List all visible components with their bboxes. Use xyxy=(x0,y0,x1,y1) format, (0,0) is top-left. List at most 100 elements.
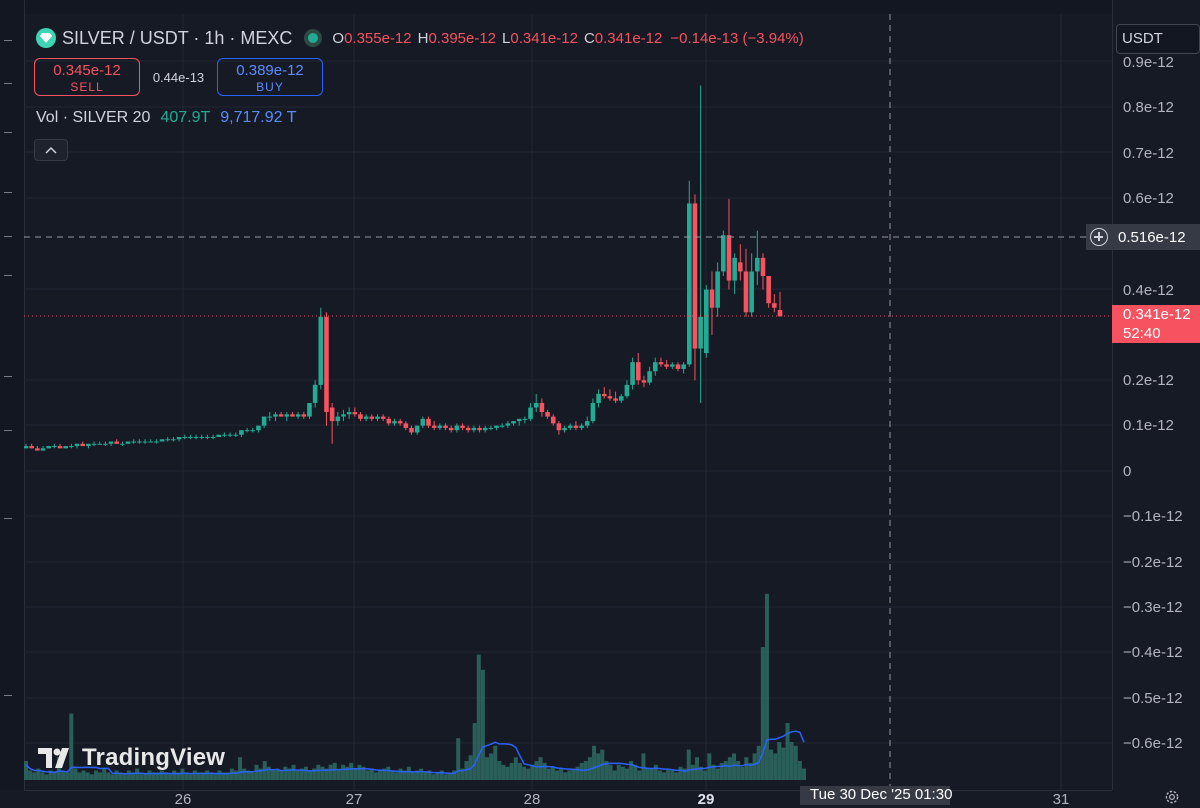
volume-bar xyxy=(509,762,514,780)
candle-body xyxy=(465,427,471,431)
volume-bar xyxy=(246,770,251,780)
volume-bar xyxy=(674,772,679,780)
candle-body xyxy=(454,425,460,431)
volume-bar xyxy=(431,774,436,780)
candle-body xyxy=(137,441,142,443)
volume-bar xyxy=(406,766,411,780)
volume-bar xyxy=(530,764,535,780)
candle-body xyxy=(732,257,737,281)
volume-bar xyxy=(151,772,156,780)
volume-bar xyxy=(242,768,247,780)
sell-price: 0.345e-12 xyxy=(53,62,121,79)
toolbar-tick[interactable] xyxy=(4,132,12,133)
volume-bar xyxy=(373,772,378,780)
candle-body xyxy=(692,203,698,349)
candle-body xyxy=(392,421,397,424)
volume-bar xyxy=(303,766,308,780)
price-scale[interactable] xyxy=(1112,0,1200,790)
candle-body xyxy=(205,436,210,438)
chevron-up-icon xyxy=(45,146,57,154)
candle-body xyxy=(738,262,743,272)
toolbar-tick[interactable] xyxy=(4,40,12,41)
volume-bar xyxy=(81,770,86,780)
symbol-legend[interactable]: SILVER / USDT · 1h · MEXC O 0.355e-12 H … xyxy=(36,27,804,49)
volume-bar xyxy=(73,768,78,780)
volume-bar xyxy=(517,762,522,780)
volume-bar xyxy=(188,774,193,780)
volume-bar xyxy=(168,774,173,780)
add-alert-plus-icon[interactable] xyxy=(1090,228,1108,246)
volume-bar xyxy=(633,764,638,780)
toolbar-tick[interactable] xyxy=(4,275,12,276)
volume-bar xyxy=(250,772,255,780)
tradingview-logo-icon xyxy=(38,748,69,768)
volume-bar xyxy=(353,768,358,780)
time-label: 26 xyxy=(174,791,192,808)
volume-bar xyxy=(205,770,210,780)
candle-body xyxy=(448,427,454,431)
candle-body xyxy=(244,430,250,432)
volume-bar xyxy=(176,772,181,780)
tradingview-logo[interactable]: TradingView xyxy=(38,744,225,772)
candle-body xyxy=(171,439,176,441)
candle-body xyxy=(120,443,125,445)
candle-body xyxy=(363,416,369,419)
buy-button[interactable]: 0.389e-12 BUY xyxy=(217,58,323,96)
volume-bar xyxy=(456,738,461,780)
candle-body xyxy=(301,414,307,417)
candle-body xyxy=(539,402,545,413)
candle-body xyxy=(704,289,709,354)
volume-bar xyxy=(229,768,234,780)
ohlc-high-value: 0.395e-12 xyxy=(428,29,497,47)
candle-body xyxy=(601,393,607,397)
candle-body xyxy=(624,384,630,397)
candle-body xyxy=(91,443,97,445)
drawing-toolbar[interactable] xyxy=(0,0,25,790)
chart-plot-area[interactable] xyxy=(24,14,1112,790)
toolbar-tick[interactable] xyxy=(4,430,12,431)
ohlc-low-value: 0.341e-12 xyxy=(510,29,578,47)
price-label: −0.2e-12 xyxy=(1123,554,1183,571)
volume-bar xyxy=(308,770,313,780)
volume-bar xyxy=(390,770,395,780)
candle-body xyxy=(482,427,488,431)
volume-bar xyxy=(299,768,304,780)
candle-body xyxy=(584,421,590,426)
volume-bar xyxy=(427,770,432,780)
grid-lines xyxy=(24,14,1112,790)
toolbar-tick[interactable] xyxy=(4,236,12,237)
toolbar-tick[interactable] xyxy=(4,695,12,696)
volume-bar xyxy=(555,770,560,780)
candle-body xyxy=(176,436,182,440)
candle-body xyxy=(505,423,511,426)
volume-bar xyxy=(727,757,732,780)
crosshair-price-label[interactable]: 0.516e-12 xyxy=(1086,224,1200,250)
candle-body xyxy=(46,446,51,449)
candle-body xyxy=(250,430,256,432)
volume-bar xyxy=(608,764,613,780)
volume-bar xyxy=(485,757,490,780)
toolbar-tick[interactable] xyxy=(4,376,12,377)
candle-body xyxy=(63,446,68,449)
toolbar-tick[interactable] xyxy=(4,83,12,84)
volume-bar xyxy=(690,764,695,780)
sell-button[interactable]: 0.345e-12 SELL xyxy=(34,58,140,96)
candle-body xyxy=(488,427,494,429)
toolbar-tick[interactable] xyxy=(4,518,12,519)
tradingview-wordmark: TradingView xyxy=(82,744,226,771)
volume-bar xyxy=(114,770,119,780)
volume-bar xyxy=(118,772,123,780)
volume-bar xyxy=(131,772,136,780)
candle-body xyxy=(267,416,273,418)
candle-body xyxy=(431,425,437,428)
gear-icon[interactable] xyxy=(1162,789,1182,805)
volume-bar xyxy=(340,764,345,780)
symbol-title[interactable]: SILVER / USDT · 1h · MEXC xyxy=(62,27,293,48)
candles xyxy=(24,85,783,451)
volume-legend[interactable]: Vol · SILVER 20 407.9T 9,717.92 T xyxy=(36,109,296,127)
currency-selector[interactable]: USDT xyxy=(1116,24,1200,54)
candle-body xyxy=(630,362,635,385)
collapse-legend-button[interactable] xyxy=(34,139,68,161)
volume-bar xyxy=(744,757,749,780)
toolbar-tick[interactable] xyxy=(4,192,12,193)
